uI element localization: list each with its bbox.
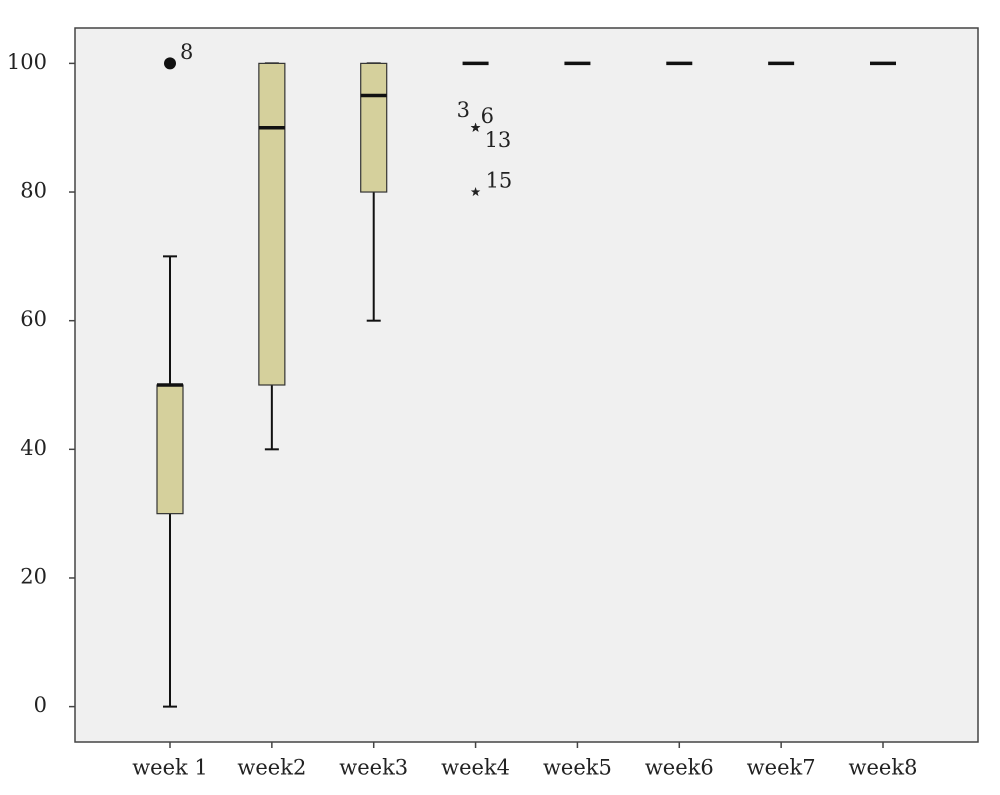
- y-tick-label: 80: [20, 179, 47, 203]
- plot-area: [74, 27, 979, 743]
- x-tick-label: week8: [849, 756, 918, 780]
- x-tick-label: week6: [645, 756, 714, 780]
- x-tick-label: week 1: [132, 756, 208, 780]
- x-tick-label: week4: [441, 756, 510, 780]
- y-tick-label: 60: [20, 307, 47, 331]
- outlier: [470, 187, 481, 197]
- box: [156, 384, 184, 515]
- x-tick-label: week2: [237, 756, 306, 780]
- outlier-label: 6: [481, 104, 494, 128]
- x-tick-label: week5: [543, 756, 612, 780]
- x-tick-label: week3: [339, 756, 408, 780]
- box: [258, 62, 286, 386]
- y-tick-label: 100: [7, 50, 47, 74]
- outlier: [470, 122, 481, 132]
- y-tick-label: 20: [20, 564, 47, 588]
- outlier: [164, 57, 176, 70]
- outlier-label: 15: [486, 169, 513, 193]
- outlier-label: 13: [485, 128, 512, 152]
- x-tick-label: week7: [747, 756, 816, 780]
- outlier-label: 3: [457, 98, 470, 122]
- y-tick-label: 40: [20, 436, 47, 460]
- outlier-label: 8: [180, 40, 193, 64]
- box: [360, 62, 388, 193]
- y-tick-label: 0: [34, 693, 47, 717]
